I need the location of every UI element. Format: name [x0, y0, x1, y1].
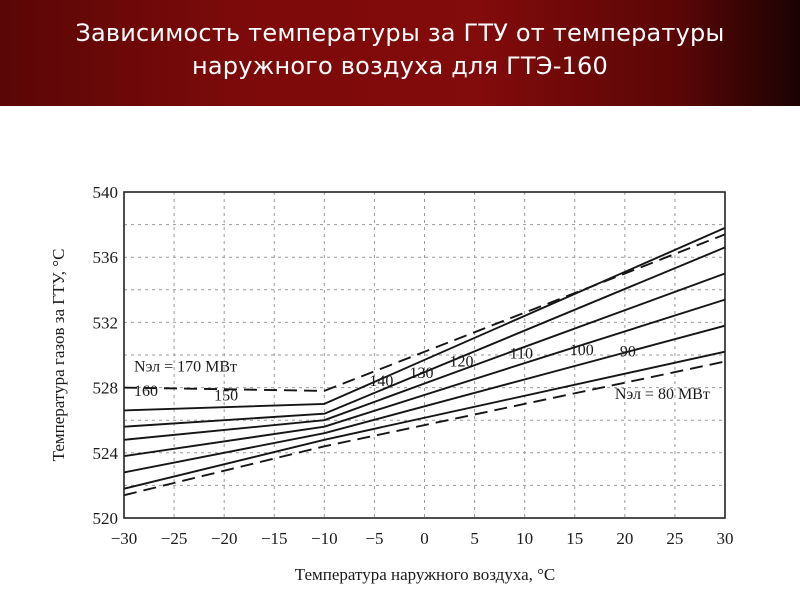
series-line	[123, 350, 726, 490]
x-tick-label: −5	[365, 529, 383, 548]
x-axis-label: Температура наружного воздуха, °С	[295, 565, 556, 584]
x-tick-label: 10	[516, 529, 533, 548]
x-tick-label: −30	[111, 529, 138, 548]
y-axis-label: Температура газов за ГТУ, °С	[49, 249, 68, 462]
series-line	[123, 324, 726, 474]
temperature-chart: −30 −25 −20 −15 −10 −5 0 5 10 15 20 25 30 5205245285…	[49, 183, 734, 584]
x-tick-label: −15	[261, 529, 288, 548]
curve-label: 130	[409, 365, 433, 382]
y-tick-label: 532	[93, 313, 119, 332]
series-line	[123, 298, 726, 458]
y-tick-label: 540	[93, 183, 119, 202]
curve-label: 120	[450, 353, 474, 370]
series-line-dashed	[123, 360, 726, 497]
curve-label: 160	[134, 383, 158, 400]
slide-header: Зависимость температуры за ГТУ от темпер…	[0, 0, 800, 106]
curve-label: 150	[214, 388, 238, 405]
curve-label: Nэл = 170 МВт	[134, 358, 237, 375]
grid	[124, 192, 725, 518]
x-tick-labels: −30 −25 −20 −15 −10 −5 0 5 10 15 20 25 30	[111, 529, 734, 548]
plot-frame	[123, 191, 726, 519]
x-tick-label: −20	[211, 529, 238, 548]
series-line	[123, 246, 726, 428]
series-line-dashed	[123, 233, 726, 392]
curve-label: 90	[620, 344, 636, 361]
x-tick-label: 5	[470, 529, 479, 548]
curve-label: 110	[510, 345, 533, 362]
x-tick-label: 30	[717, 529, 734, 548]
x-tick-label: 15	[566, 529, 583, 548]
curve-label: Nэл = 80 МВт	[615, 386, 710, 403]
x-tick-label: 20	[616, 529, 633, 548]
y-tick-labels: 520 524 528 532 536 540	[93, 183, 119, 528]
x-tick-label: −25	[161, 529, 188, 548]
curve-label: 100	[570, 342, 594, 359]
x-tick-label: −10	[311, 529, 338, 548]
slide-title: Зависимость температуры за ГТУ от темпер…	[75, 19, 725, 80]
series-line	[123, 272, 726, 441]
curve-label: 140	[369, 373, 393, 390]
series-lines	[123, 227, 726, 497]
x-tick-label: 25	[666, 529, 683, 548]
y-tick-label: 520	[93, 509, 119, 528]
y-tick-label: 536	[93, 248, 119, 267]
y-tick-label: 528	[93, 379, 119, 398]
x-tick-label: 0	[420, 529, 429, 548]
y-tick-label: 524	[93, 444, 119, 463]
curve-labels: Nэл = 170 МВт 160 150 140 130 120 110 100 90 Nэл …	[134, 342, 710, 405]
